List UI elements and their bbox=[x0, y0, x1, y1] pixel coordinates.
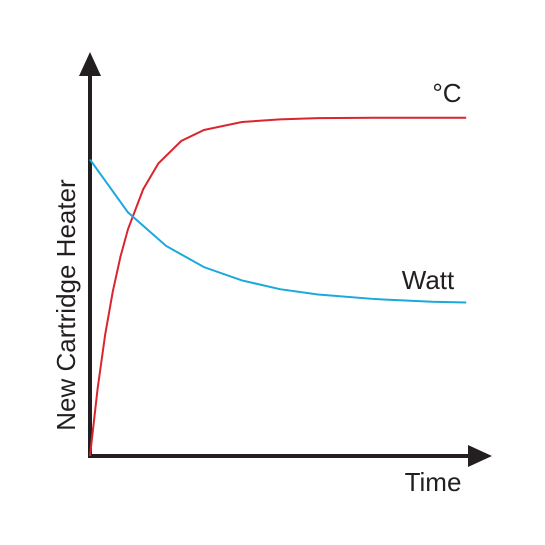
x-axis-label: Time bbox=[405, 467, 462, 497]
series-label: °C bbox=[432, 78, 461, 108]
series-label: Watt bbox=[402, 265, 455, 295]
series-line bbox=[89, 159, 467, 304]
y-axis-arrow bbox=[79, 52, 101, 76]
x-axis-arrow bbox=[468, 445, 492, 467]
series-line bbox=[89, 116, 467, 457]
y-axis-label: New Cartridge Heater bbox=[51, 179, 81, 431]
